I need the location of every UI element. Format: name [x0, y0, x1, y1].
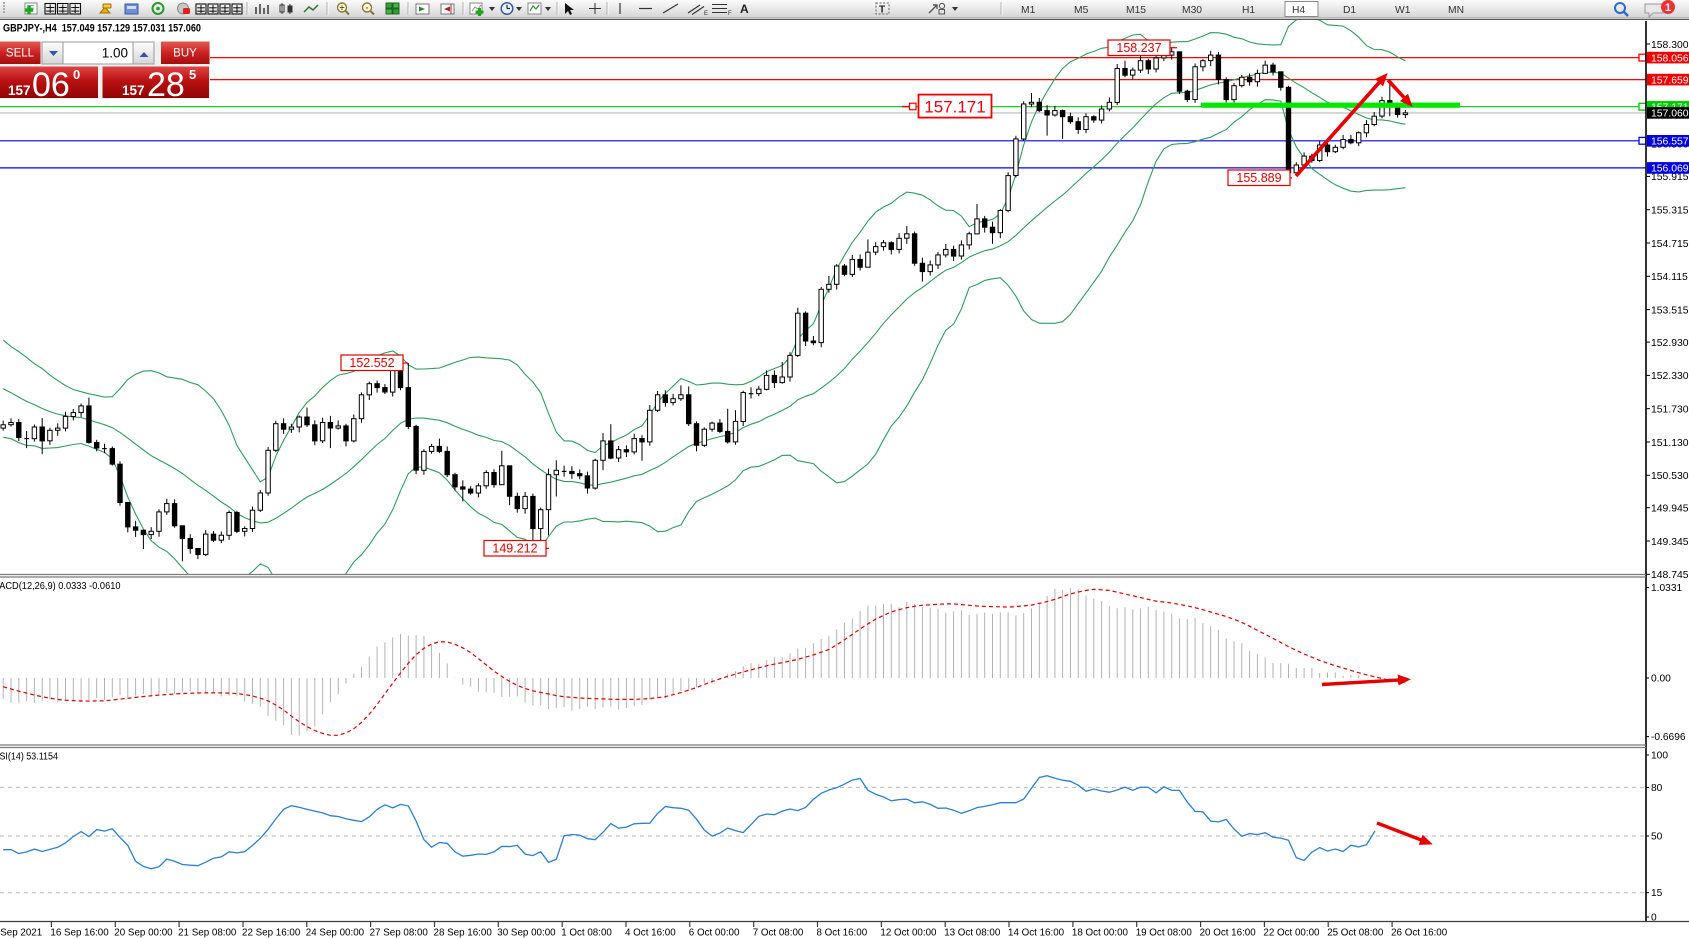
svg-text:151.730: 151.730 [1651, 405, 1689, 416]
svg-text:152.552: 152.552 [349, 356, 394, 370]
svg-text:12 Oct 00:00: 12 Oct 00:00 [880, 928, 937, 939]
svg-text:0.00: 0.00 [1651, 674, 1671, 685]
svg-text:T: T [879, 5, 885, 16]
svg-text:1 Oct 08:00: 1 Oct 08:00 [561, 928, 612, 939]
svg-text:150.530: 150.530 [1651, 471, 1689, 482]
svg-text:153.515: 153.515 [1651, 305, 1689, 316]
svg-text:1: 1 [1665, 2, 1671, 14]
svg-text:W1: W1 [1395, 5, 1411, 16]
svg-text:0: 0 [73, 67, 80, 82]
svg-text:RSI(14) 53.1154: RSI(14) 53.1154 [0, 752, 58, 763]
svg-text:156.557: 156.557 [1651, 137, 1689, 148]
svg-text:F: F [728, 11, 732, 17]
svg-text:157: 157 [122, 83, 145, 98]
svg-text:1.0331: 1.0331 [1651, 583, 1682, 594]
svg-text:18 Oct 00:00: 18 Oct 00:00 [1072, 928, 1129, 939]
svg-text:24 Sep 00:00: 24 Sep 00:00 [306, 928, 365, 939]
svg-text:20 Oct 16:00: 20 Oct 16:00 [1200, 928, 1257, 939]
svg-text:157: 157 [8, 83, 31, 98]
svg-text:100: 100 [1651, 751, 1668, 762]
svg-text:158.056: 158.056 [1651, 53, 1689, 64]
svg-text:M30: M30 [1182, 5, 1202, 16]
svg-text:158.300: 158.300 [1651, 40, 1689, 51]
svg-text:28 Sep 16:00: 28 Sep 16:00 [434, 928, 493, 939]
svg-text:-0.6696: -0.6696 [1651, 732, 1686, 743]
svg-text:80: 80 [1651, 783, 1663, 794]
svg-text:8 Oct 16:00: 8 Oct 16:00 [817, 928, 868, 939]
svg-text:H1: H1 [1242, 5, 1255, 16]
svg-text:151.130: 151.130 [1651, 438, 1689, 449]
svg-text:157.659: 157.659 [1651, 75, 1689, 86]
svg-text:5: 5 [189, 67, 196, 82]
svg-text:26 Oct 16:00: 26 Oct 16:00 [1391, 928, 1448, 939]
svg-text:-: - [366, 3, 369, 13]
svg-text:4 Oct 16:00: 4 Oct 16:00 [625, 928, 676, 939]
svg-text:6 Oct 00:00: 6 Oct 00:00 [689, 928, 740, 939]
svg-text:157.171: 157.171 [924, 98, 985, 117]
svg-text:155.915: 155.915 [1651, 172, 1689, 183]
svg-text:25 Oct 08:00: 25 Oct 08:00 [1327, 928, 1384, 939]
svg-text:H4: H4 [1292, 5, 1305, 16]
svg-text:148.745: 148.745 [1651, 570, 1689, 581]
svg-text:1.00: 1.00 [102, 46, 128, 61]
svg-text:156.069: 156.069 [1651, 164, 1689, 175]
svg-text:D1: D1 [1343, 5, 1356, 16]
svg-text:152.930: 152.930 [1651, 338, 1689, 349]
svg-text:14 Oct 16:00: 14 Oct 16:00 [1008, 928, 1065, 939]
svg-text:16 Sep 16:00: 16 Sep 16:00 [50, 928, 109, 939]
svg-text:M1: M1 [1021, 5, 1036, 16]
svg-text:E: E [704, 11, 708, 17]
svg-text:SELL: SELL [6, 48, 35, 60]
svg-text:158.237: 158.237 [1116, 41, 1161, 55]
svg-text:M15: M15 [1126, 5, 1146, 16]
svg-text:154.715: 154.715 [1651, 239, 1689, 250]
svg-text:+: + [339, 3, 344, 13]
svg-text:06: 06 [32, 66, 70, 104]
svg-text:MN: MN [1448, 5, 1464, 16]
svg-text:157.060: 157.060 [1651, 109, 1689, 120]
svg-text:28: 28 [147, 66, 185, 104]
svg-text:27 Sep 08:00: 27 Sep 08:00 [370, 928, 429, 939]
svg-text:154.115: 154.115 [1651, 272, 1688, 283]
svg-text:22 Sep 16:00: 22 Sep 16:00 [242, 928, 301, 939]
svg-text:15 Sep 2021: 15 Sep 2021 [0, 928, 42, 939]
svg-text:19 Oct 08:00: 19 Oct 08:00 [1136, 928, 1193, 939]
svg-text:149.345: 149.345 [1651, 537, 1689, 548]
svg-text:152.330: 152.330 [1651, 371, 1689, 382]
svg-text:30 Sep 00:00: 30 Sep 00:00 [497, 928, 556, 939]
svg-text:155.315: 155.315 [1651, 206, 1689, 217]
svg-text:BUY: BUY [173, 48, 197, 60]
svg-text:149.212: 149.212 [492, 542, 537, 556]
svg-text:15: 15 [1651, 888, 1663, 899]
svg-text:MACD(12,26,9) 0.0333 -0.0610: MACD(12,26,9) 0.0333 -0.0610 [0, 581, 121, 592]
svg-text:22 Oct 00:00: 22 Oct 00:00 [1263, 928, 1320, 939]
svg-text:13 Oct 08:00: 13 Oct 08:00 [944, 928, 1001, 939]
svg-text:155.889: 155.889 [1236, 171, 1281, 185]
svg-text:M5: M5 [1074, 5, 1089, 16]
svg-text:7 Oct 08:00: 7 Oct 08:00 [753, 928, 804, 939]
svg-text:A: A [740, 2, 749, 16]
svg-text:0: 0 [1651, 913, 1657, 924]
svg-text:50: 50 [1651, 832, 1663, 843]
svg-text:GBPJPY-,H4 157.049 157.129 15: GBPJPY-,H4 157.049 157.129 157.031 157.0… [3, 23, 201, 35]
svg-text:149.945: 149.945 [1651, 504, 1689, 515]
svg-text:20 Sep 00:00: 20 Sep 00:00 [114, 928, 173, 939]
svg-text:21 Sep 08:00: 21 Sep 08:00 [178, 928, 237, 939]
